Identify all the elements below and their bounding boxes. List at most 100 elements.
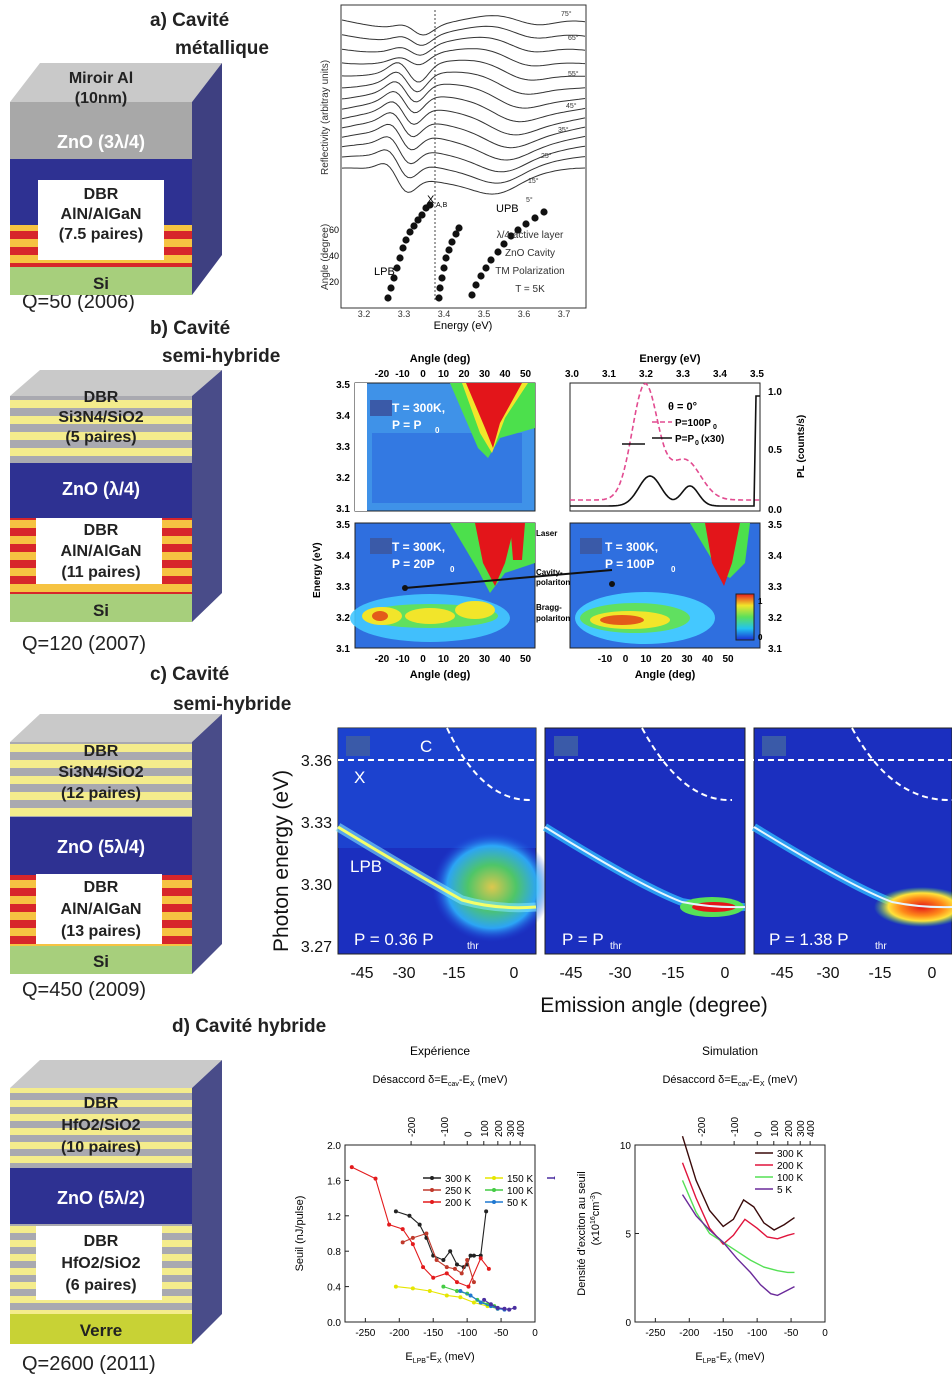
angle-curve-label: 75° (561, 10, 572, 18)
legend-label: 100 K (507, 1186, 533, 1197)
energy-left-ticks: 3.5 3.5 3.4 3.4 3.3 3.3 3.2 3.2 3.1 3.1 (336, 380, 350, 655)
series-point (441, 1284, 446, 1289)
energy-top-label: Energy (eV) (639, 353, 700, 365)
energy-tick-3.3: 3.3 (398, 309, 411, 319)
series-point (410, 1235, 415, 1240)
panel-d-title: d) Cavité hybride (172, 1016, 327, 1037)
series-point (410, 1242, 415, 1247)
energy-xlabel: Energy (eV) (434, 320, 493, 332)
detuning-axis-label: Désaccord δ=Ecav-EX (meV) (372, 1074, 507, 1088)
legend-marker (430, 1188, 434, 1192)
dispersion-point (531, 214, 539, 222)
dispersion-point (435, 294, 443, 302)
detuning-tick: -200 (697, 1117, 708, 1137)
pe-tick-330: 3.30 (301, 877, 332, 894)
legend-label: 300 K (445, 1174, 471, 1185)
x-tick: -150 (713, 1328, 733, 1339)
cavity-polariton-2: polariton (536, 578, 570, 587)
polariton-pointer-line (404, 569, 613, 589)
emission-angle-tick: -15 (442, 965, 465, 982)
stack-c-si-label: Si (93, 952, 109, 971)
series-line (681, 1135, 795, 1231)
pl-map-3 (751, 727, 952, 955)
panel-d-q: Q=2600 (2011) (22, 1353, 156, 1374)
energy-top-tick: 3.1 (602, 369, 616, 380)
detuning-tick: 100 (480, 1120, 491, 1137)
stack-b-dbr-top-label-1: DBR (84, 389, 119, 406)
angle-tick-60: 60 (329, 225, 339, 235)
dispersion-point (442, 254, 450, 262)
angle-curve-label: 35° (558, 126, 569, 134)
dispersion-point (436, 284, 444, 292)
energy-right-tick: 3.3 (768, 582, 782, 593)
lpb-c-label: LPB (350, 857, 382, 876)
series-point (444, 1265, 449, 1270)
bragg-polariton-2: polariton (536, 614, 570, 623)
energy-top-tick: 3.5 (750, 369, 764, 380)
stack-c-zno-label: ZnO (5λ/4) (57, 837, 145, 857)
energy-right-tick: 3.4 (768, 551, 782, 562)
dispersion-point (522, 220, 530, 228)
legend-label: 150 K (507, 1174, 533, 1185)
series-point (444, 1293, 449, 1298)
stack-b-dbr-top-label-2: Si3N4/SiO2 (58, 409, 143, 426)
series-point (400, 1240, 405, 1245)
stack-d-dbr-label-2: HfO2/SiO2 (61, 1255, 140, 1272)
info-line-4: T = 5K (515, 284, 545, 295)
legend-label: 250 K (445, 1186, 471, 1197)
stack-b-zno-label: ZnO (λ/4) (62, 479, 140, 499)
dispersion-point (514, 226, 522, 234)
stack-a-dbr-label-1: DBR (84, 186, 119, 203)
reflectivity-curve (341, 163, 586, 195)
panel-a-title-2: métallique (175, 38, 269, 59)
stack-c: DBR Si3N4/SiO2 (12 paires) ZnO (5λ/4) DB… (10, 714, 222, 974)
map2-label-2: P = 20P (392, 557, 435, 571)
series-point (471, 1280, 476, 1285)
x-tick: -50 (784, 1328, 799, 1339)
emission-angle-tick: 0 (721, 965, 730, 982)
detuning-tick: 200 (494, 1120, 505, 1137)
pl-tick-1: 1.0 (768, 387, 782, 398)
angle-top-tick: 40 (499, 369, 511, 380)
reflectivity-curve (341, 36, 586, 56)
series-point (407, 1213, 412, 1218)
pl-ylabel: PL (counts/s) (796, 415, 807, 478)
reflectivity-curve (341, 149, 586, 184)
stack-d-dbr-label-3: (6 paires) (65, 1277, 136, 1294)
series-point (452, 1266, 457, 1271)
energy-left-tick-bottom: 3.3 (336, 582, 350, 593)
energy-left-label: Energy (eV) (312, 542, 323, 598)
pl-legend-1-sub: 0 (713, 424, 717, 431)
exciton-x-label: X (354, 768, 365, 787)
reflectivity-curves (341, 15, 586, 195)
stack-b-dbr-box (36, 518, 162, 584)
chart-title: Expérience (410, 1044, 470, 1058)
angle-bottom-tick: 30 (479, 654, 491, 665)
series-point (495, 1305, 500, 1310)
stack-c-dbr-box (36, 874, 162, 944)
x-tick: 0 (532, 1328, 538, 1339)
pl-tick-05: 0.5 (768, 445, 782, 456)
stack-a-dbr-label-2: AlN/AlGaN (61, 206, 142, 223)
angle-bottom-tick: 0 (420, 654, 426, 665)
series-point (441, 1258, 446, 1263)
angle-bottom-ticks: -20 -10 -10 0 0 10 10 20 20 30 30 40 40 50 50 (375, 654, 734, 665)
stack-c-zno-layer (10, 817, 192, 875)
power-label-2: P = P (562, 930, 604, 949)
series-point (458, 1295, 463, 1300)
series-point (512, 1305, 517, 1310)
dispersion-point (468, 291, 476, 299)
series-point (410, 1286, 415, 1291)
series-point (417, 1222, 422, 1227)
stack-d-dbr-top-label-1: DBR (84, 1095, 119, 1112)
pl-tick-0: 0.0 (768, 505, 782, 516)
map3-label-1: T = 300K, (605, 540, 658, 554)
threshold-chart: Expérience Désaccord δ=Ecav-EX (meV) -200 -… (294, 1044, 555, 1365)
angle-curve-label: 5° (526, 196, 533, 204)
angle-bottom-tick: 10 (438, 654, 450, 665)
stack-a-si-label: Si (93, 274, 109, 293)
reflectivity-curve (341, 81, 586, 109)
power-sub-3: thr (875, 941, 887, 952)
angle-bottom-tick-right: 40 (702, 654, 714, 665)
angle-top-label: Angle (deg) (410, 353, 471, 365)
